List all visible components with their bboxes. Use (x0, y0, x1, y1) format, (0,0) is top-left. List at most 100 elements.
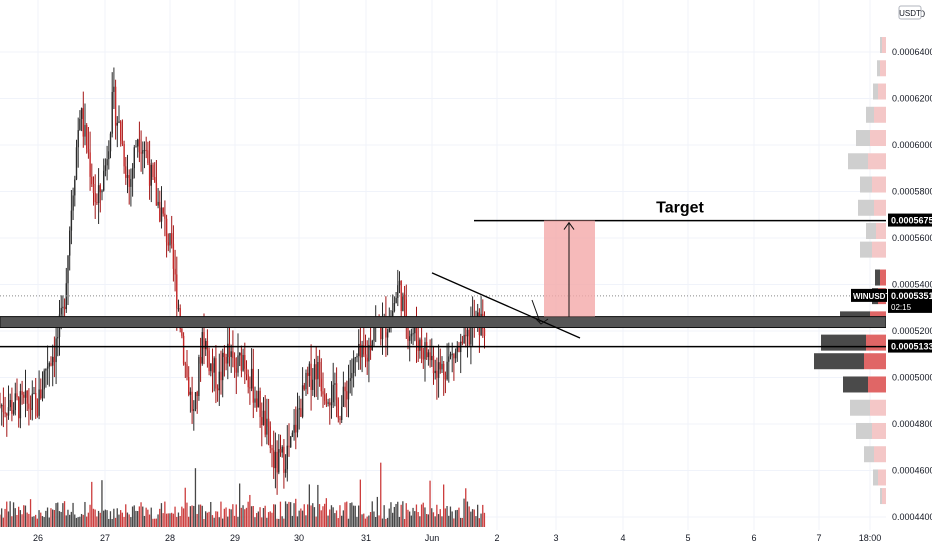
volume-bar (420, 504, 423, 527)
time-tick-label: 30 (294, 533, 304, 543)
volume-bar (381, 518, 384, 527)
candle-body (352, 358, 355, 373)
volume-bar (26, 512, 28, 527)
volume-bar (53, 510, 55, 527)
candle-body (23, 394, 25, 398)
support-zone[interactable] (0, 316, 887, 329)
candle-body (21, 391, 23, 395)
candle-body (439, 362, 441, 370)
volume-bar (400, 504, 402, 527)
descending-trendline[interactable] (431, 272, 581, 339)
candle-body (53, 356, 56, 363)
candle-body (317, 362, 319, 380)
volume-bar (208, 511, 210, 527)
candle-body (303, 385, 305, 390)
time-axis[interactable]: 26 27 28 29 30 31 Jun 2 3 4 5 6 7 18:00 (33, 533, 881, 543)
volume-bar (247, 501, 249, 527)
volume-bar (284, 501, 287, 527)
candle-body (298, 408, 300, 410)
volume-bar (109, 511, 112, 527)
volume-bar (33, 516, 35, 527)
profile-bar-sell (874, 199, 886, 216)
profile-bar-buy (866, 223, 876, 240)
volume-bar (1, 508, 3, 527)
candle-body (257, 390, 260, 408)
volume-bar (196, 513, 198, 527)
candle-body (116, 122, 118, 126)
countdown-text: 02:15 (891, 303, 912, 312)
candle-body (410, 333, 413, 337)
profile-bar-sell (866, 334, 886, 351)
candle-body (279, 449, 282, 453)
candle-body (114, 86, 117, 126)
candle-body (364, 354, 367, 358)
volume-bar (157, 514, 159, 527)
candle-body (106, 159, 108, 166)
candle-body (199, 356, 202, 364)
candle-body (174, 268, 176, 275)
profile-bar-sell (872, 241, 886, 258)
volume-bar (337, 518, 339, 527)
volume-bar (0, 514, 1, 527)
volume-bar (480, 513, 482, 527)
candle-body (133, 147, 135, 169)
volume-bar (43, 517, 45, 527)
candle-body (130, 178, 132, 187)
candle-body (99, 185, 101, 193)
volume-bar (346, 501, 348, 527)
profile-bar-buy (880, 488, 882, 505)
volume-bar (182, 508, 185, 527)
volume-bar (140, 502, 142, 527)
profile-bar-sell (874, 446, 886, 463)
candle-body (150, 164, 152, 186)
candle-body (453, 353, 455, 359)
candle-body (380, 324, 382, 340)
candle-body (422, 350, 424, 360)
volume-bar (89, 504, 91, 527)
volume-bar (72, 502, 74, 527)
candle-body (157, 201, 159, 206)
candle-body (31, 393, 33, 410)
volume-bar (403, 518, 406, 527)
candle-body (215, 358, 217, 389)
profile-bar-buy (860, 241, 872, 258)
candle-body (50, 363, 52, 366)
volume-bar (154, 518, 156, 527)
volume-bar (232, 504, 234, 527)
candle-body (33, 392, 35, 394)
candle-body (203, 332, 205, 349)
volume-bar (443, 484, 445, 527)
volume-bar (325, 498, 327, 527)
volume-bar (424, 507, 426, 527)
candle-body (182, 335, 185, 364)
volume-bar (152, 518, 154, 527)
candle-body (250, 368, 253, 389)
volume-bar (259, 507, 261, 527)
volume-bar (465, 488, 467, 527)
volume-bar (213, 517, 215, 527)
volume-bar (16, 514, 18, 527)
candle-body (320, 378, 322, 392)
candle-body (45, 368, 47, 371)
volume-bar (383, 505, 385, 527)
volume-bar (191, 505, 193, 527)
drawings-layer[interactable]: Target (0, 200, 887, 348)
volume-bar (240, 507, 242, 527)
time-tick-label: 7 (816, 533, 821, 543)
candle-body (26, 390, 28, 404)
volume-bar (28, 513, 30, 527)
volume-bar (329, 509, 331, 527)
volume-bar (4, 508, 6, 527)
currency-button[interactable] (898, 5, 922, 20)
price-axis[interactable]: 0.0004400 0.0004600 0.0004800 0.0005000 0.00… (886, 0, 932, 550)
volume-bar (162, 513, 164, 527)
candle-body (69, 230, 71, 256)
time-tick-label: 28 (165, 533, 175, 543)
candle-body (269, 426, 271, 449)
volume-bar (193, 505, 195, 527)
candlestick-series[interactable] (0, 67, 486, 495)
volume-bar (422, 502, 424, 527)
volume-bar (320, 510, 322, 527)
